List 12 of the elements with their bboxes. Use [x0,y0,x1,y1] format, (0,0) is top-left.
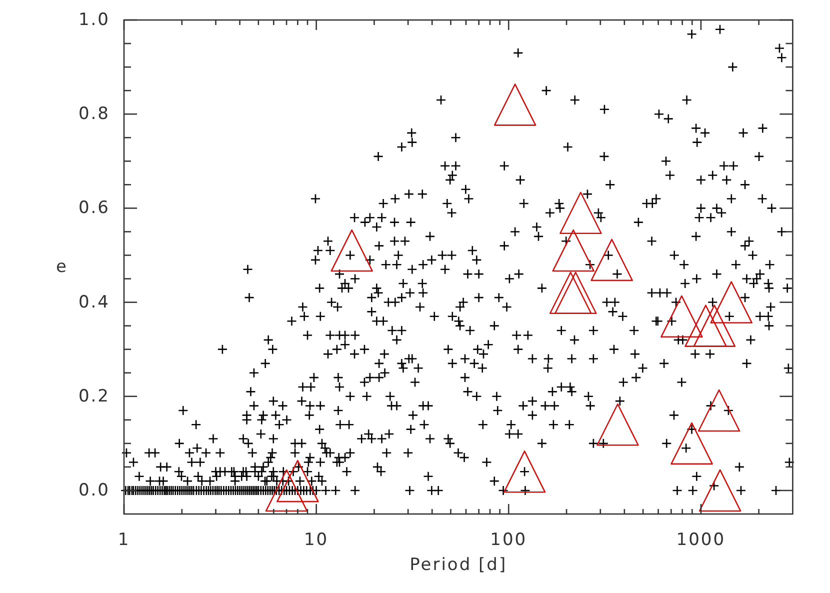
x-axis-title: Period [d] [410,555,508,575]
x-tick-label: 1 [118,530,130,550]
y-tick-label: 0.0 [78,480,110,500]
x-tick-label: 10 [304,530,329,550]
x-tick-label: 1000 [676,530,726,550]
y-axis-title: e [56,257,68,277]
y-tick-label: 0.8 [78,104,110,124]
y-tick-label: 1.0 [78,10,110,30]
y-tick-label: 0.6 [78,198,110,218]
y-tick-label: 0.2 [78,386,110,406]
y-tick-label: 0.4 [78,292,110,312]
x-tick-label: 100 [490,530,528,550]
